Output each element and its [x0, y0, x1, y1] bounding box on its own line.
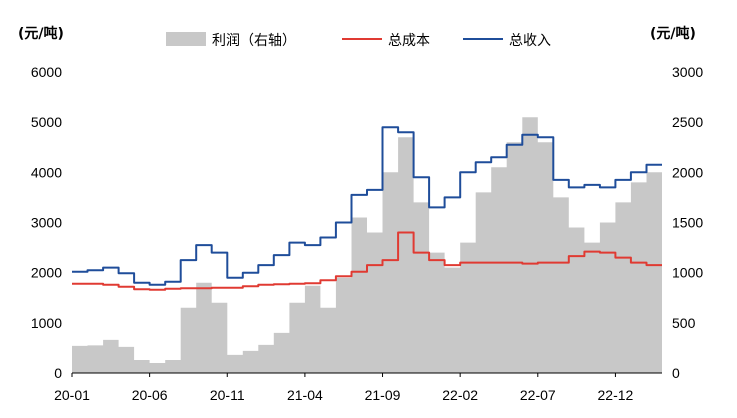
- right-tick-label: 500: [672, 315, 696, 331]
- right-axis-unit: (元/吨): [650, 25, 696, 42]
- series-cost-line: [72, 231, 662, 291]
- left-axis-unit: (元/吨): [18, 25, 64, 42]
- x-tick-label: 22-12: [598, 387, 634, 403]
- series-revenue-line: [72, 126, 662, 286]
- left-tick-label: 6000: [31, 64, 62, 80]
- legend-label-cost: 总成本: [388, 33, 430, 49]
- right-tick-label: 1000: [672, 265, 703, 281]
- legend-swatch-profit: [166, 32, 206, 46]
- tick-labels-layer: 0 1000 2000 3000 4000 5000 6000 0 500 1000 1500 200…: [31, 64, 704, 403]
- right-tick-label: 2000: [672, 164, 703, 180]
- profit-area-layer: [72, 117, 662, 373]
- x-tick-label: 21-04: [287, 387, 323, 403]
- legend: 利润（右轴） 总成本 总收入: [166, 32, 551, 49]
- left-tick-label: 0: [54, 365, 62, 381]
- left-tick-label: 3000: [31, 215, 62, 231]
- legend-label-profit: 利润（右轴）: [212, 33, 296, 49]
- x-tick-label: 22-07: [520, 387, 556, 403]
- left-tick-label: 5000: [31, 114, 62, 130]
- right-tick-label: 3000: [672, 64, 703, 80]
- x-tick-label: 20-11: [210, 387, 245, 403]
- x-tick-label: 22-02: [442, 387, 478, 403]
- right-tick-label: 2500: [672, 114, 703, 130]
- right-tick-label: 0: [672, 365, 680, 381]
- x-tick-label: 21-09: [365, 387, 401, 403]
- x-tick-label: 20-01: [54, 387, 90, 403]
- right-tick-label: 1500: [672, 215, 703, 231]
- series-profit-area: [72, 117, 662, 373]
- x-tick-label: 20-06: [132, 387, 168, 403]
- legend-label-revenue: 总收入: [509, 33, 551, 49]
- left-tick-label: 4000: [31, 164, 62, 180]
- left-tick-label: 2000: [31, 265, 62, 281]
- line-series-layer: [72, 126, 662, 291]
- left-tick-label: 1000: [31, 315, 62, 331]
